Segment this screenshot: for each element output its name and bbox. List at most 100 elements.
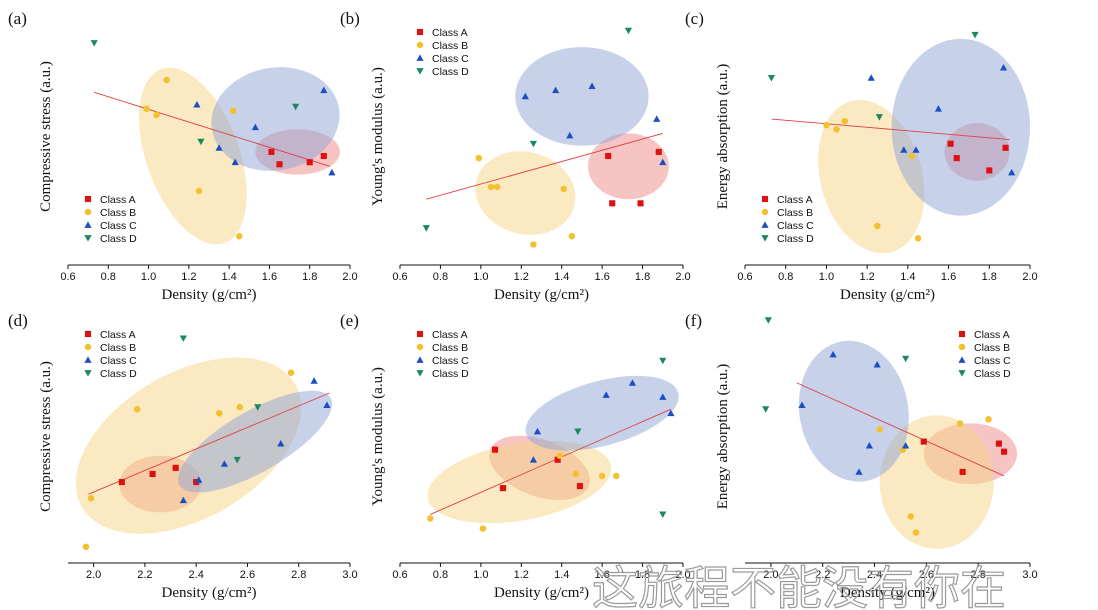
data-point bbox=[500, 485, 507, 492]
data-point bbox=[667, 409, 675, 417]
legend-label: Class C bbox=[974, 355, 1011, 367]
x-tick-label: 1.2 bbox=[181, 271, 196, 283]
x-tick-label: 0.8 bbox=[433, 271, 448, 283]
data-point bbox=[995, 440, 1002, 447]
data-point bbox=[133, 405, 141, 413]
ellipse-class-c bbox=[525, 375, 679, 451]
x-tick-label: 3.0 bbox=[1022, 569, 1037, 581]
data-point bbox=[659, 393, 667, 400]
x-tick-label: 1.8 bbox=[302, 271, 317, 283]
ellipse-class-b bbox=[75, 357, 302, 534]
data-point bbox=[310, 377, 318, 384]
x-tick-label: 1.2 bbox=[514, 271, 529, 283]
data-point bbox=[605, 152, 612, 160]
data-point bbox=[87, 494, 95, 502]
x-tick-label: 1.6 bbox=[594, 569, 609, 581]
data-point bbox=[566, 131, 574, 139]
data-point bbox=[637, 200, 644, 207]
x-tick-label: 0.6 bbox=[60, 271, 75, 283]
y-axis-label: Energy absorption (a.u.) bbox=[715, 364, 731, 510]
legend-marker bbox=[84, 343, 92, 351]
x-tick-label: 1.2 bbox=[859, 271, 874, 283]
legend-label: Class C bbox=[777, 220, 814, 232]
data-point bbox=[529, 140, 538, 148]
ellipse-class-c bbox=[798, 340, 909, 482]
data-point bbox=[576, 483, 583, 490]
data-point bbox=[475, 154, 483, 162]
data-point bbox=[292, 103, 300, 111]
x-tick-label: 1.6 bbox=[941, 271, 956, 283]
y-axis-label: Energy absorption (a.u.) bbox=[715, 64, 731, 210]
data-point bbox=[268, 148, 275, 155]
legend-label: Class A bbox=[777, 194, 813, 206]
data-point bbox=[798, 401, 806, 409]
data-point bbox=[1002, 144, 1009, 151]
y-axis-label: Young's modulus (a.u.) bbox=[370, 367, 386, 506]
data-point bbox=[82, 543, 90, 551]
data-point bbox=[609, 200, 616, 207]
data-point bbox=[762, 406, 770, 413]
legend-label: Class B bbox=[974, 342, 1010, 354]
data-point bbox=[568, 232, 576, 240]
data-point bbox=[216, 409, 223, 417]
x-tick-label: 1.0 bbox=[473, 569, 488, 581]
data-point bbox=[521, 92, 529, 100]
data-point bbox=[874, 222, 881, 230]
x-tick-label: 2.4 bbox=[189, 569, 204, 581]
data-point bbox=[947, 140, 954, 147]
legend-marker bbox=[416, 54, 424, 61]
x-axis-label: Density (g/cm²) bbox=[494, 585, 589, 601]
legend-marker bbox=[416, 28, 424, 36]
legend-marker bbox=[958, 343, 966, 351]
data-point bbox=[823, 121, 830, 129]
x-tick-label: 0.6 bbox=[737, 271, 752, 283]
legend-label: Class A bbox=[432, 329, 468, 341]
x-tick-label: 2.8 bbox=[291, 569, 306, 581]
data-point bbox=[934, 105, 942, 112]
data-point bbox=[613, 472, 620, 480]
ellipse-class-c bbox=[211, 67, 340, 171]
data-point bbox=[320, 152, 327, 160]
data-point bbox=[560, 185, 567, 193]
data-point bbox=[986, 167, 993, 174]
panel-label: (a) bbox=[8, 9, 27, 28]
data-point bbox=[90, 40, 98, 47]
data-point bbox=[867, 74, 875, 81]
data-point bbox=[251, 123, 259, 131]
data-point bbox=[841, 117, 848, 125]
data-point bbox=[197, 138, 205, 146]
legend-label: Class A bbox=[100, 194, 136, 206]
x-tick-label: 0.8 bbox=[778, 271, 793, 283]
data-point bbox=[902, 442, 910, 449]
watermark-text: 这旅程不能没有你在 bbox=[592, 561, 1006, 610]
data-point bbox=[999, 64, 1008, 71]
x-tick-label: 1.0 bbox=[473, 271, 488, 283]
panel-a: 0.6 0.8 1.0 1.2 1.4 1.6 1.8 2.0 Density (g/cm²) C… bbox=[8, 9, 358, 303]
data-point bbox=[479, 525, 487, 532]
data-point bbox=[163, 76, 170, 84]
legend-marker bbox=[416, 68, 424, 75]
data-point bbox=[659, 357, 667, 365]
x-tick-label: 3.0 bbox=[342, 569, 357, 581]
x-tick-label: 2.6 bbox=[919, 569, 934, 581]
data-point bbox=[195, 187, 203, 195]
x-axis-label: Density (g/cm²) bbox=[162, 287, 257, 303]
data-point bbox=[235, 232, 243, 240]
data-point bbox=[529, 456, 538, 463]
legend-label: Class B bbox=[777, 207, 813, 219]
panel-d: 2.0 2.2 2.4 2.6 2.8 3.0 Density (g/cm²) Compres… bbox=[8, 311, 358, 601]
data-point bbox=[876, 426, 883, 433]
legend-label: Class D bbox=[974, 368, 1011, 380]
data-point bbox=[320, 86, 328, 94]
panel-label: (d) bbox=[8, 311, 28, 330]
data-point bbox=[556, 452, 563, 459]
data-point bbox=[229, 107, 237, 115]
data-point bbox=[153, 111, 160, 119]
x-tick-label: 2.2 bbox=[815, 569, 830, 581]
data-point bbox=[959, 468, 966, 475]
data-point bbox=[215, 144, 223, 151]
data-point bbox=[493, 183, 501, 191]
